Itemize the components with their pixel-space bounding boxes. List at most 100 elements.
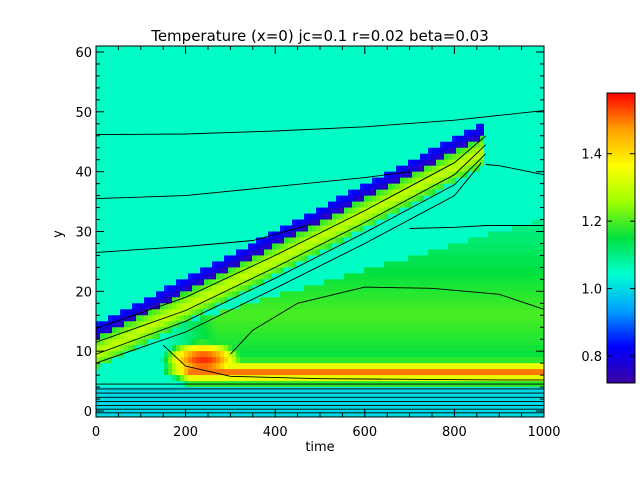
heatmap-cell	[360, 153, 365, 161]
heatmap-cell	[272, 165, 277, 173]
heatmap-cell	[296, 99, 301, 107]
heatmap-cell	[160, 273, 165, 280]
heatmap-cell	[256, 231, 261, 239]
heatmap-cell	[112, 51, 117, 59]
heatmap-cell	[172, 207, 177, 215]
heatmap-cell	[140, 51, 145, 59]
heatmap-cell	[332, 129, 337, 137]
heatmap-cell	[248, 99, 253, 107]
heatmap-cell	[400, 123, 405, 131]
heatmap-cell	[260, 105, 265, 113]
heatmap-cell	[412, 69, 417, 77]
heatmap-cell	[208, 243, 213, 251]
heatmap-cell	[256, 267, 261, 274]
heatmap-cell	[360, 225, 365, 233]
heatmap-cell	[504, 46, 509, 53]
heatmap-cell	[428, 255, 433, 263]
heatmap-cell	[444, 171, 449, 179]
heatmap-cell	[184, 75, 189, 83]
heatmap-cell	[336, 69, 341, 77]
heatmap-cell	[280, 117, 285, 125]
heatmap-cell	[492, 123, 497, 131]
heatmap-cell	[152, 141, 157, 149]
heatmap-cell	[168, 177, 173, 185]
heatmap-cell	[292, 46, 297, 53]
heatmap-cell	[256, 93, 261, 101]
heatmap-cell	[480, 105, 485, 113]
heatmap-cell	[96, 213, 101, 221]
heatmap-cell	[492, 195, 497, 203]
heatmap-cell	[236, 213, 241, 221]
heatmap-cell	[192, 93, 197, 101]
heatmap-cell	[352, 177, 357, 185]
heatmap-cell	[152, 297, 157, 304]
heatmap-cell	[328, 297, 333, 304]
heatmap-cell	[240, 171, 245, 179]
heatmap-cell	[500, 267, 505, 274]
heatmap-cell	[436, 87, 441, 95]
heatmap-cell	[304, 159, 309, 167]
heatmap-cell	[260, 309, 265, 316]
heatmap-cell	[268, 165, 273, 173]
heatmap-cell	[476, 189, 481, 197]
heatmap-cell	[388, 117, 393, 125]
heatmap-cell	[372, 291, 377, 298]
heatmap-cell	[388, 87, 393, 95]
heatmap-cell	[480, 177, 485, 185]
heatmap-cell	[504, 267, 509, 274]
heatmap-cell	[280, 177, 285, 185]
heatmap-cell	[108, 93, 113, 101]
heatmap-cell	[508, 135, 513, 143]
heatmap-cell	[432, 243, 437, 251]
heatmap-cell	[224, 195, 229, 203]
heatmap-cell	[380, 297, 385, 304]
heatmap-cell	[504, 105, 509, 113]
heatmap-cell	[176, 285, 181, 292]
heatmap-cell	[340, 51, 345, 59]
heatmap-cell	[420, 153, 425, 161]
heatmap-cell	[360, 46, 365, 53]
heatmap-cell	[208, 237, 213, 245]
heatmap-cell	[120, 75, 125, 83]
heatmap-cell	[528, 105, 533, 113]
heatmap-cell	[108, 225, 113, 233]
heatmap-cell	[296, 129, 301, 137]
heatmap-cell	[524, 153, 529, 161]
heatmap-cell	[532, 255, 537, 263]
heatmap-cell	[280, 123, 285, 131]
heatmap-cell	[212, 69, 217, 77]
heatmap-cell	[380, 123, 385, 131]
heatmap-cell	[204, 135, 209, 143]
heatmap-cell	[280, 183, 285, 191]
heatmap-cell	[460, 111, 465, 119]
heatmap-cell	[480, 129, 485, 137]
heatmap-cell	[256, 63, 261, 71]
heatmap-cell	[404, 267, 409, 274]
heatmap-cell	[340, 105, 345, 113]
heatmap-cell	[104, 177, 109, 185]
heatmap-cell	[340, 117, 345, 125]
heatmap-cell	[300, 135, 305, 143]
heatmap-cell	[324, 57, 329, 65]
heatmap-cell	[412, 177, 417, 185]
heatmap-cell	[528, 273, 533, 280]
heatmap-cell	[440, 213, 445, 221]
heatmap-cell	[256, 51, 261, 59]
heatmap-cell	[144, 99, 149, 107]
heatmap-cell	[512, 141, 517, 149]
heatmap-cell	[316, 111, 321, 119]
heatmap-cell	[480, 111, 485, 119]
heatmap-cell	[388, 99, 393, 107]
heatmap-cell	[444, 123, 449, 131]
heatmap-cell	[420, 75, 425, 83]
heatmap-cell	[448, 93, 453, 101]
heatmap-cell	[396, 207, 401, 215]
heatmap-cell	[144, 69, 149, 77]
heatmap-cell	[184, 261, 189, 268]
heatmap-cell	[180, 213, 185, 221]
heatmap-cell	[416, 123, 421, 131]
heatmap-cell	[392, 273, 397, 280]
heatmap-cell	[140, 207, 145, 215]
heatmap-cell	[316, 255, 321, 263]
heatmap-cell	[528, 111, 533, 119]
